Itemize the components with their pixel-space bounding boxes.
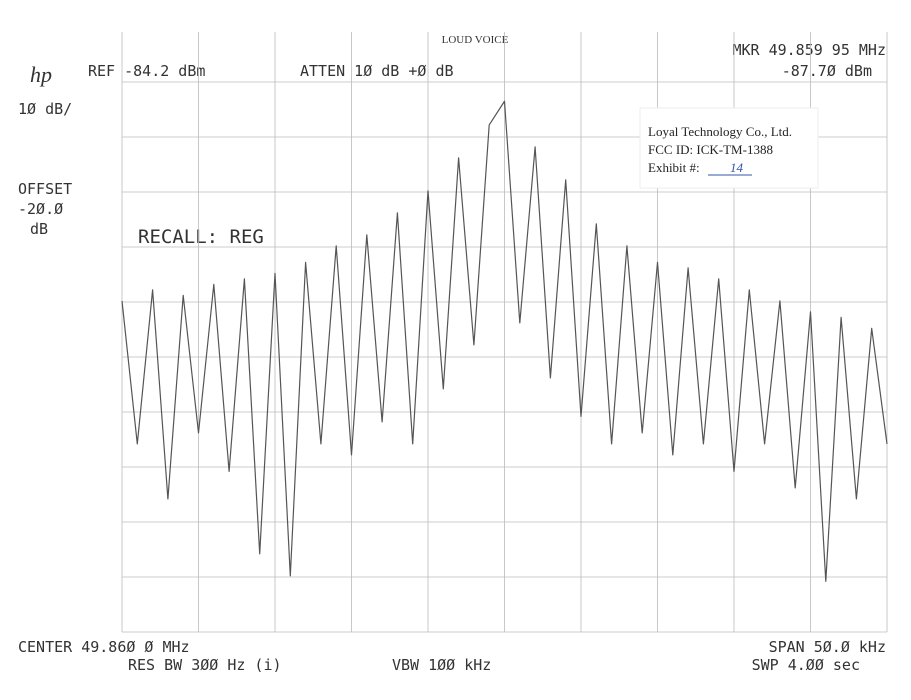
stamp-company: Loyal Technology Co., Ltd. bbox=[648, 124, 792, 139]
stamp-exhibit: Exhibit #: bbox=[648, 160, 700, 175]
offset-unit: dB bbox=[30, 220, 48, 238]
center-frequency: CENTER 49.86Ø Ø MHz bbox=[18, 638, 190, 656]
plot-area bbox=[121, 32, 888, 633]
offset-label: OFFSET bbox=[18, 180, 72, 198]
chart-title: LOUD VOICE bbox=[442, 34, 509, 46]
marker-frequency: MKR 49.859 95 MHz bbox=[732, 41, 886, 59]
offset-value: -2Ø.Ø bbox=[18, 200, 63, 218]
logo: hp bbox=[30, 62, 52, 87]
marker-level: -87.7Ø dBm bbox=[782, 62, 872, 80]
stamp-exhibit-number: 14 bbox=[730, 160, 744, 175]
vbw: VBW 1ØØ kHz bbox=[392, 656, 491, 674]
scale: 1Ø dB/ bbox=[18, 100, 72, 118]
ref-level: REF -84.2 dBm bbox=[88, 62, 205, 80]
attenuation: ATTEN 1Ø dB +Ø dB bbox=[300, 62, 454, 80]
stamp-fcc-id: FCC ID: ICK-TM-1388 bbox=[648, 142, 773, 157]
spectrum-trace bbox=[121, 100, 888, 582]
res-bw: RES BW 3ØØ Hz (i) bbox=[128, 656, 282, 674]
span: SPAN 5Ø.Ø kHz bbox=[769, 638, 886, 656]
recall: RECALL: REG bbox=[138, 226, 264, 248]
sweep: SWP 4.ØØ sec bbox=[752, 656, 860, 674]
